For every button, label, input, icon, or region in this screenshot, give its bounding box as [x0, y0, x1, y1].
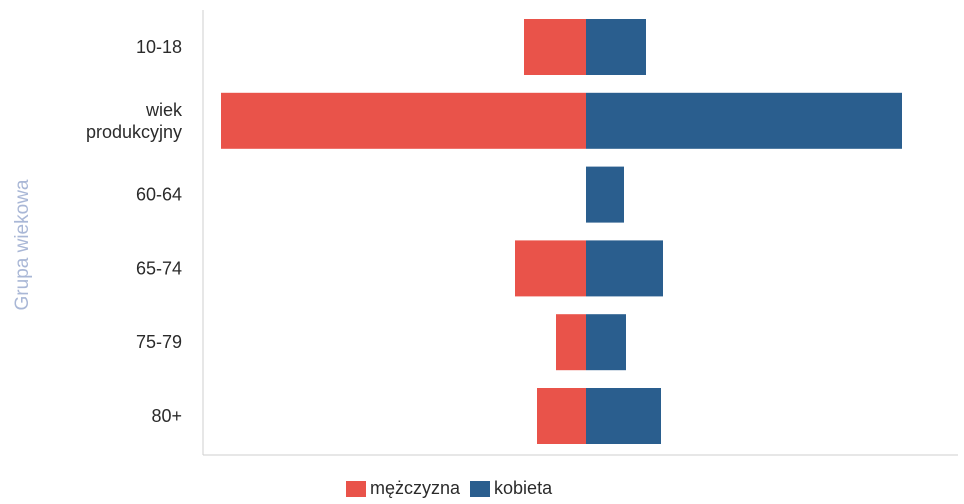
plot-area: 10-18 wiek produkcyjny 60-64 65-74 75-79 80+ — [86, 10, 958, 456]
y-axis-title: Grupa wiekowa — [12, 179, 33, 310]
bar-female — [586, 166, 624, 223]
category-label: 65-74 — [136, 258, 182, 278]
legend-item-female: kobieta — [470, 478, 552, 499]
category-label-line: wiek — [145, 100, 183, 120]
bar-male — [515, 240, 586, 297]
category-label: 60-64 — [136, 185, 182, 205]
bar-male — [537, 388, 586, 444]
category-label-line: 10-18 — [136, 37, 182, 57]
category-label-line: produkcyjny — [86, 122, 182, 142]
category-label-line: 80+ — [151, 406, 182, 426]
legend-swatch-female — [470, 480, 491, 497]
legend-label-female: kobieta — [494, 478, 553, 498]
bar-male — [556, 314, 586, 371]
bar-male — [524, 19, 586, 75]
bar-female — [586, 92, 902, 149]
bar-male — [221, 92, 586, 149]
category-label: 80+ — [151, 406, 182, 426]
category-label-line: 75-79 — [136, 332, 182, 352]
legend-swatch-male — [346, 480, 366, 497]
legend-item-male: mężczyzna — [346, 478, 460, 499]
category-label: 75-79 — [136, 332, 182, 352]
category-label-line: 65-74 — [136, 258, 182, 278]
legend-label-male: mężczyzna — [370, 478, 461, 498]
category-label-line: 60-64 — [136, 185, 182, 205]
bar-female — [586, 240, 663, 297]
bar-female — [586, 314, 626, 371]
bar-female — [586, 19, 646, 75]
bar-female — [586, 388, 661, 444]
category-label: wiek produkcyjny — [86, 100, 183, 142]
legend: mężczyzna kobieta — [346, 478, 562, 499]
category-label: 10-18 — [136, 37, 182, 57]
